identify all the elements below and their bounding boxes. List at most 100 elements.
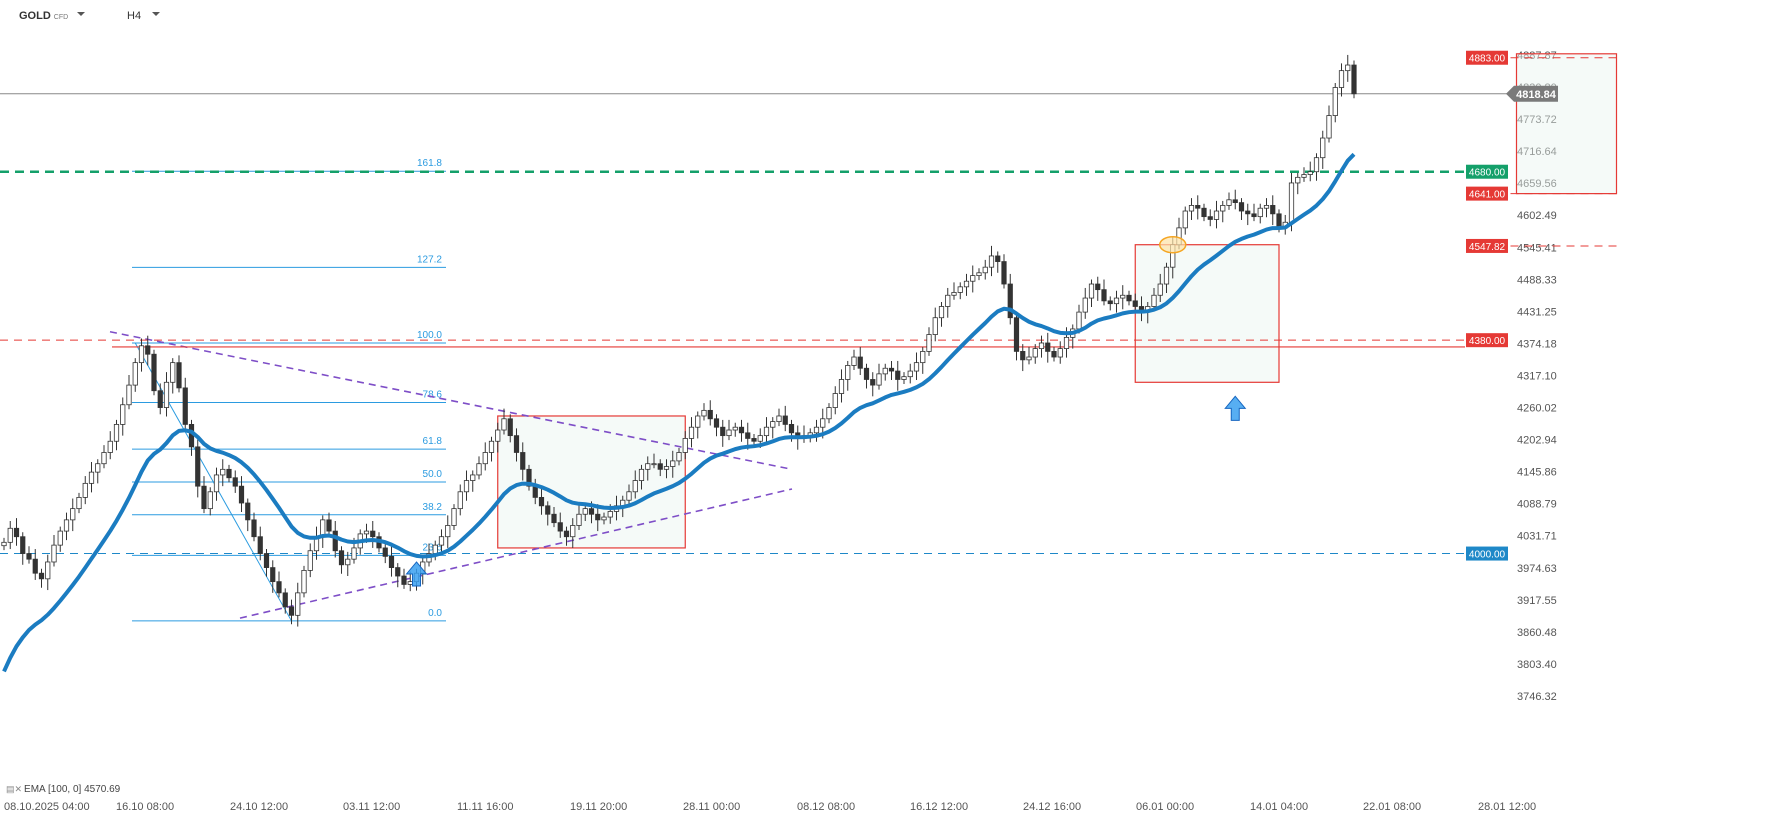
candle-body [345,558,351,566]
candle-body [1088,283,1095,299]
timeframe-dropdown-icon[interactable] [152,12,160,16]
candle-body [763,426,770,437]
candle-body [688,426,695,439]
candle-body [32,558,38,574]
x-tick-label: 24.10 12:00 [230,801,288,813]
candle-body [520,452,526,470]
x-tick-label: 14.01 04:00 [1250,801,1308,813]
candle-body [351,547,357,560]
candle-body [1263,205,1270,209]
candle-body [957,286,963,293]
fib-level-label: 78.6 [423,389,443,400]
annotation-box [1134,244,1280,383]
candle-body [513,435,520,453]
candle-body [276,581,282,594]
candle-body [1232,199,1238,204]
y-tick-label: 4088.79 [1517,499,1557,511]
candle-body [720,426,726,437]
candle-body [538,497,545,507]
x-tick-label: 28.11 00:00 [683,801,740,813]
candle-body [1007,283,1013,319]
candle-body [663,466,670,470]
symbol-selector[interactable]: GOLD CFD [19,10,68,22]
candle-body [1076,311,1082,330]
candle-body [88,471,95,484]
candle-body [1120,294,1126,299]
y-tick-label: 4317.10 [1517,370,1557,382]
candle-body [870,379,876,386]
candle-body [945,294,951,307]
current-price-tag [1506,85,1558,102]
y-tick-label: 3974.63 [1517,563,1557,575]
candle-body [45,561,51,580]
candle-body [220,468,226,476]
candle-body [595,513,601,521]
candle-body [163,381,170,408]
descending-trendline [109,330,793,471]
candle-body [626,491,632,501]
candle-body [607,511,613,518]
y-tick-label: 4202.94 [1517,435,1557,447]
candle-body [1113,297,1120,305]
candle-body [1326,115,1332,139]
candle-body [95,463,101,473]
candle-body [788,424,795,434]
candle-body [370,530,376,538]
x-tick-label: 16.10 08:00 [116,801,174,813]
candle-body [570,525,576,538]
candle-body [63,519,70,532]
fib-level-label: 38.2 [423,502,443,513]
candle-body [251,519,257,538]
fibonacci-retracement: 0.0 23.6 38.2 50.0 61.8 78.6 100.0 127.2 161.8 [132,158,446,622]
candle-body [1051,351,1057,358]
candle-body [1182,210,1188,229]
candle-body [782,415,788,425]
candle-body [645,463,651,470]
candle-body [195,446,201,487]
y-tick-label: 4260.02 [1517,403,1557,415]
x-tick-label: 06.01 00:00 [1136,801,1194,813]
candle-body [1151,294,1157,307]
candle-body [1095,283,1101,291]
y-tick-label: 4716.64 [1517,146,1557,158]
x-tick-label: 08.12 08:00 [797,801,855,813]
candle-body [151,353,157,392]
fib-level-label: 161.8 [417,158,442,169]
candle-body [1,541,7,547]
candle-body [301,569,307,594]
candle-body [1101,289,1107,302]
candle-body [1063,336,1070,350]
candle-body [982,266,988,274]
timeframe-selector[interactable]: H4 [127,10,142,22]
candle-body [338,550,345,566]
candle-body [1226,199,1232,206]
candle-body [245,502,251,521]
candle-body [926,334,932,352]
ema-legend[interactable]: ▤✕ EMA [100, 0] 4570.69 [6,784,120,795]
candle-body [657,463,663,470]
ascending-trendline [239,488,793,619]
fib-level-label: 127.2 [417,254,442,265]
up-arrow-icon [1224,395,1247,421]
candle-body [851,356,857,366]
candle-body [532,485,538,498]
candle-body [1220,205,1226,212]
x-tick-label: 03.11 12:00 [343,801,400,813]
y-tick-label: 4887.87 [1517,50,1557,62]
candle-body [176,362,182,389]
candle-body [1126,294,1132,302]
indicator-settings-icon[interactable]: ▤✕ [6,784,23,794]
candle-body [82,482,88,498]
candle-body [976,272,982,277]
candle-body [751,438,757,442]
symbol-dropdown-icon[interactable] [77,12,85,16]
candle-body [713,418,720,428]
candle-body [1201,207,1207,218]
candle-body [445,525,451,538]
candle-body [832,393,838,408]
candle-body [651,463,657,466]
x-tick-label: 28.01 12:00 [1478,801,1536,813]
candle-body [1195,205,1201,209]
candle-body [407,581,413,585]
